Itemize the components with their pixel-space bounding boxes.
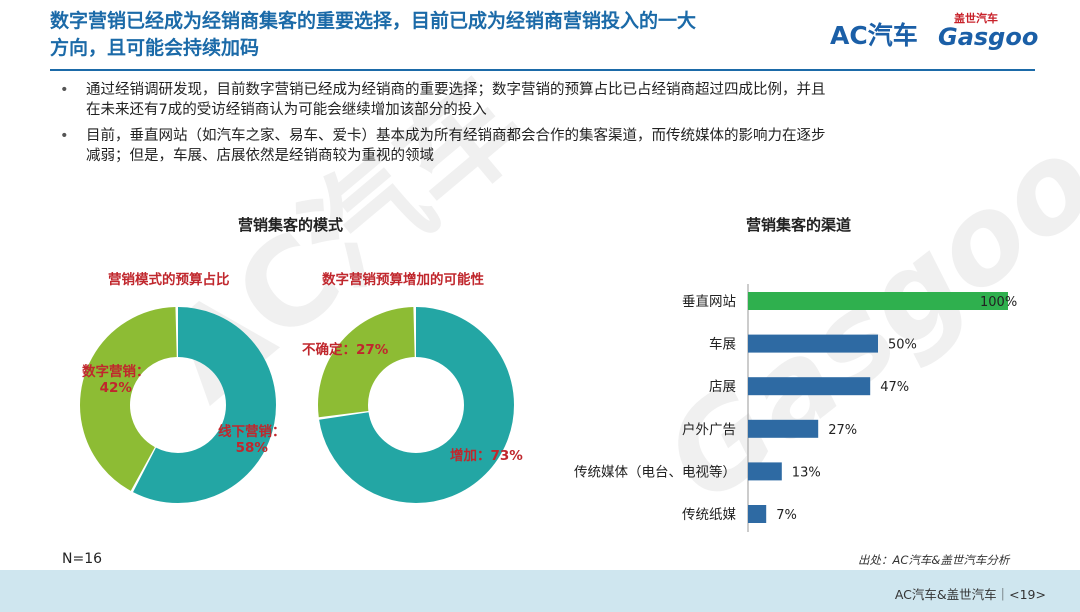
bar-category-label: 车展 (709, 336, 736, 353)
bar-value-label: 13% (792, 465, 821, 480)
gasgoo-logo-text: Gasgoo (938, 23, 1039, 51)
bar-3 (748, 419, 819, 438)
bar-value-label: 7% (776, 508, 797, 523)
gasgoo-watermark: Gasgoo (640, 111, 1080, 530)
right-section-title: 营销集客的渠道 (746, 216, 852, 234)
bullet-item: 通过经销调研发现，目前数字营销已经成为经销商的重要选择；数字营销的预算占比已占经… (60, 80, 1040, 120)
page-title-line1: 数字营销已经成为经销商集客的重要选择，目前已成为经销商营销投入的一大 (50, 10, 697, 32)
bar-5 (748, 505, 767, 523)
donut-chart-increase-likelihood (318, 307, 514, 503)
bar-4 (748, 462, 782, 481)
donut2-title: 数字营销预算增加的可能性 (322, 272, 484, 288)
bar-0 (748, 292, 1008, 310)
summary-bullets: 通过经销调研发现，目前数字营销已经成为经销商的重要选择；数字营销的预算占比已占经… (60, 80, 1040, 172)
footer-bar: AC汽车&盖世汽车｜<19> (0, 570, 1080, 612)
bullet-item: 目前，垂直网站（如汽车之家、易车、爱卡）基本成为所有经销商都会合作的集客渠道，而… (60, 126, 1040, 166)
bar-1 (748, 334, 878, 353)
page-title: 数字营销已经成为经销商集客的重要选择，目前已成为经销商营销投入的一大 方向，且可… (50, 8, 810, 62)
bar-category-label: 传统媒体（电台、电视等） (574, 463, 736, 480)
bar-category-label: 垂直网站 (682, 294, 736, 310)
header-divider (50, 69, 1035, 71)
bar-value-label: 50% (888, 338, 917, 353)
donut-chart-budget-share (80, 307, 276, 503)
bar-value-label: 27% (828, 423, 857, 438)
gasgoo-logo: 盖世汽车 Gasgoo (938, 12, 1039, 51)
bar-category-label: 传统纸媒 (682, 507, 736, 523)
left-section-title: 营销集客的模式 (238, 216, 344, 234)
bar-value-label: 47% (880, 380, 909, 395)
donut2-label-uncertain: 不确定：27% (302, 342, 389, 358)
source-note: 出处：AC汽车&盖世汽车分析 (858, 553, 1010, 567)
page-title-line2: 方向，且可能会持续加码 (50, 37, 260, 59)
gasgoo-logo-small: 盖世汽车 (954, 12, 998, 25)
donut-slice-不确定 (318, 307, 514, 503)
donut2-label-increase: 增加：73% (450, 448, 523, 464)
bar-category-label: 户外广告 (682, 421, 736, 438)
donut-slice-线下营销 (80, 307, 276, 503)
footer-text: AC汽车&盖世汽车｜<19> (894, 587, 1046, 602)
donut-slice-增加 (318, 307, 514, 503)
bar-category-label: 店展 (709, 379, 736, 395)
sample-size-note: N=16 (62, 551, 103, 567)
ac-logo: AC汽车 (830, 21, 918, 50)
bar-value-label: 100% (980, 295, 1017, 310)
donut1-title: 营销模式的预算占比 (108, 272, 230, 288)
bar-2 (748, 377, 871, 396)
donut1-label-offline: 线下营销： 58% (218, 424, 286, 456)
donut1-label-digital: 数字营销： 42% (82, 364, 150, 396)
